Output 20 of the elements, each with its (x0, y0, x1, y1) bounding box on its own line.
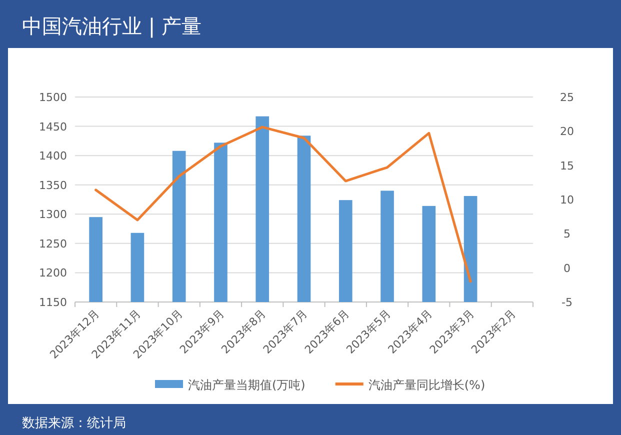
y2-tick-label: 10 (560, 194, 574, 206)
y-tick-label: 1250 (39, 237, 67, 250)
y-tick-label: 1200 (39, 266, 67, 280)
annotation: 数据来源：统计局 (22, 416, 126, 431)
y2-tick-label: -5 (562, 296, 572, 309)
y-tick-label: 1350 (39, 178, 67, 192)
y-tick-label: 1500 (39, 91, 67, 104)
line-series (94, 126, 472, 283)
y2-tick-label: 0 (564, 262, 570, 275)
title: 中国汽油行业 | 产量 (22, 14, 202, 38)
legend-label: 汽油产量当期值(万吨) (188, 378, 306, 392)
y2-tick-label: 5 (564, 228, 570, 241)
legend-label: 汽油产量同比增长(%) (368, 378, 486, 392)
y2-tick-label: 20 (560, 125, 574, 138)
y2-tick-label: 25 (560, 91, 574, 104)
y-tick-label: 1450 (39, 120, 67, 134)
y-tick-label: 1400 (39, 150, 67, 163)
y-tick-label: 1150 (39, 296, 67, 309)
y2-tick-label: 15 (560, 159, 574, 172)
y-tick-label: 1300 (39, 208, 67, 222)
